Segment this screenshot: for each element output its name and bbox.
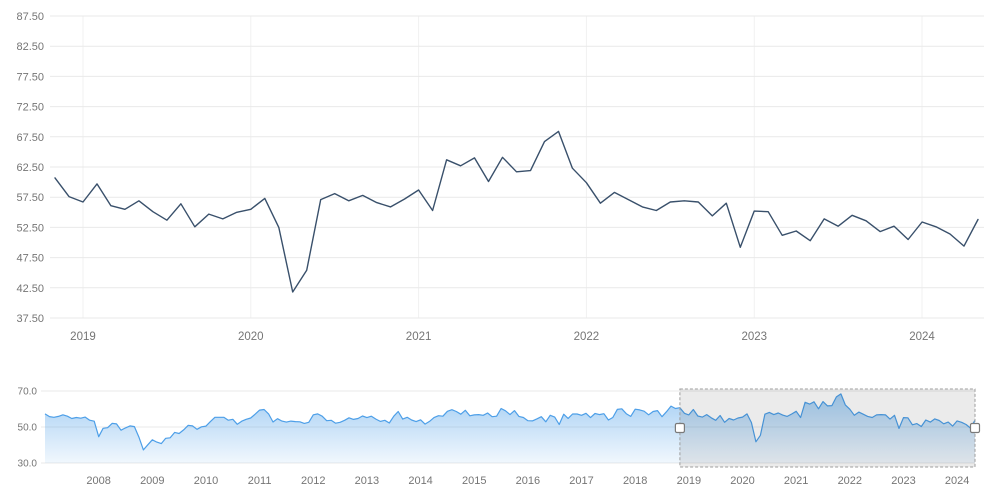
nav-x-axis-year-label: 2019 <box>677 475 701 487</box>
main-series-line <box>54 130 979 293</box>
nav-x-axis-year-label: 2024 <box>945 475 969 487</box>
nav-x-axis-year-label: 2023 <box>891 475 915 487</box>
nav-x-axis-year-label: 2015 <box>462 475 486 487</box>
nav-y-axis-value-label: 30.0 <box>18 459 38 470</box>
nav-x-axis-year-label: 2014 <box>408 475 432 487</box>
nav-x-axis-year-label: 2022 <box>838 475 862 487</box>
main-plot-area[interactable] <box>55 16 978 318</box>
nav-x-axis-year-label: 2009 <box>140 475 164 487</box>
y-axis-value-label: 67.50 <box>16 132 44 144</box>
y-axis-value-label: 52.50 <box>16 222 44 234</box>
nav-y-axis-value-label: 50.0 <box>18 423 38 434</box>
navigator-right-handle[interactable] <box>969 422 981 434</box>
nav-x-axis-year-label: 2016 <box>516 475 540 487</box>
y-axis-value-label: 87.50 <box>16 11 44 23</box>
nav-x-axis-year-label: 2020 <box>730 475 754 487</box>
navigator-selected-range[interactable] <box>679 388 976 468</box>
x-axis-year-label: 2020 <box>238 331 264 343</box>
nav-x-axis-year-label: 2010 <box>194 475 218 487</box>
y-axis-value-label: 82.50 <box>16 41 44 53</box>
nav-x-axis-year-label: 2021 <box>784 475 808 487</box>
y-axis-value-label: 72.50 <box>16 102 44 114</box>
y-axis-value-label: 77.50 <box>16 71 44 83</box>
navigator-series-line <box>44 393 976 451</box>
y-axis-value-label: 37.50 <box>16 313 44 325</box>
y-axis-value-label: 42.50 <box>16 283 44 295</box>
x-axis-year-label: 2023 <box>741 331 767 343</box>
x-axis-year-label: 2024 <box>909 331 935 343</box>
nav-x-axis-year-label: 2017 <box>569 475 593 487</box>
nav-x-axis-year-label: 2013 <box>355 475 379 487</box>
x-axis-year-label: 2021 <box>406 331 432 343</box>
y-axis-value-label: 47.50 <box>16 253 44 265</box>
main-chart: 2019 2020 2021 2022 2023 2024 37.50 42.50 47.50 5… <box>16 11 984 343</box>
nav-x-axis-year-label: 2012 <box>301 475 325 487</box>
nav-x-axis-year-label: 2011 <box>248 475 272 487</box>
nav-y-axis-value-label: 70.0 <box>18 387 38 398</box>
y-axis-value-label: 57.50 <box>16 192 44 204</box>
x-axis-year-label: 2022 <box>574 331 600 343</box>
navigator-left-handle[interactable] <box>674 422 686 434</box>
y-axis-value-label: 62.50 <box>16 162 44 174</box>
nav-x-axis-year-label: 2018 <box>623 475 647 487</box>
x-axis-year-label: 2019 <box>70 331 96 343</box>
navigator-area[interactable] <box>45 393 975 463</box>
navigator[interactable]: 30.0 50.0 70.0 2008 2009 2010 2011 2012 2013 2014… <box>18 387 981 488</box>
nav-x-axis-year-label: 2008 <box>86 475 110 487</box>
